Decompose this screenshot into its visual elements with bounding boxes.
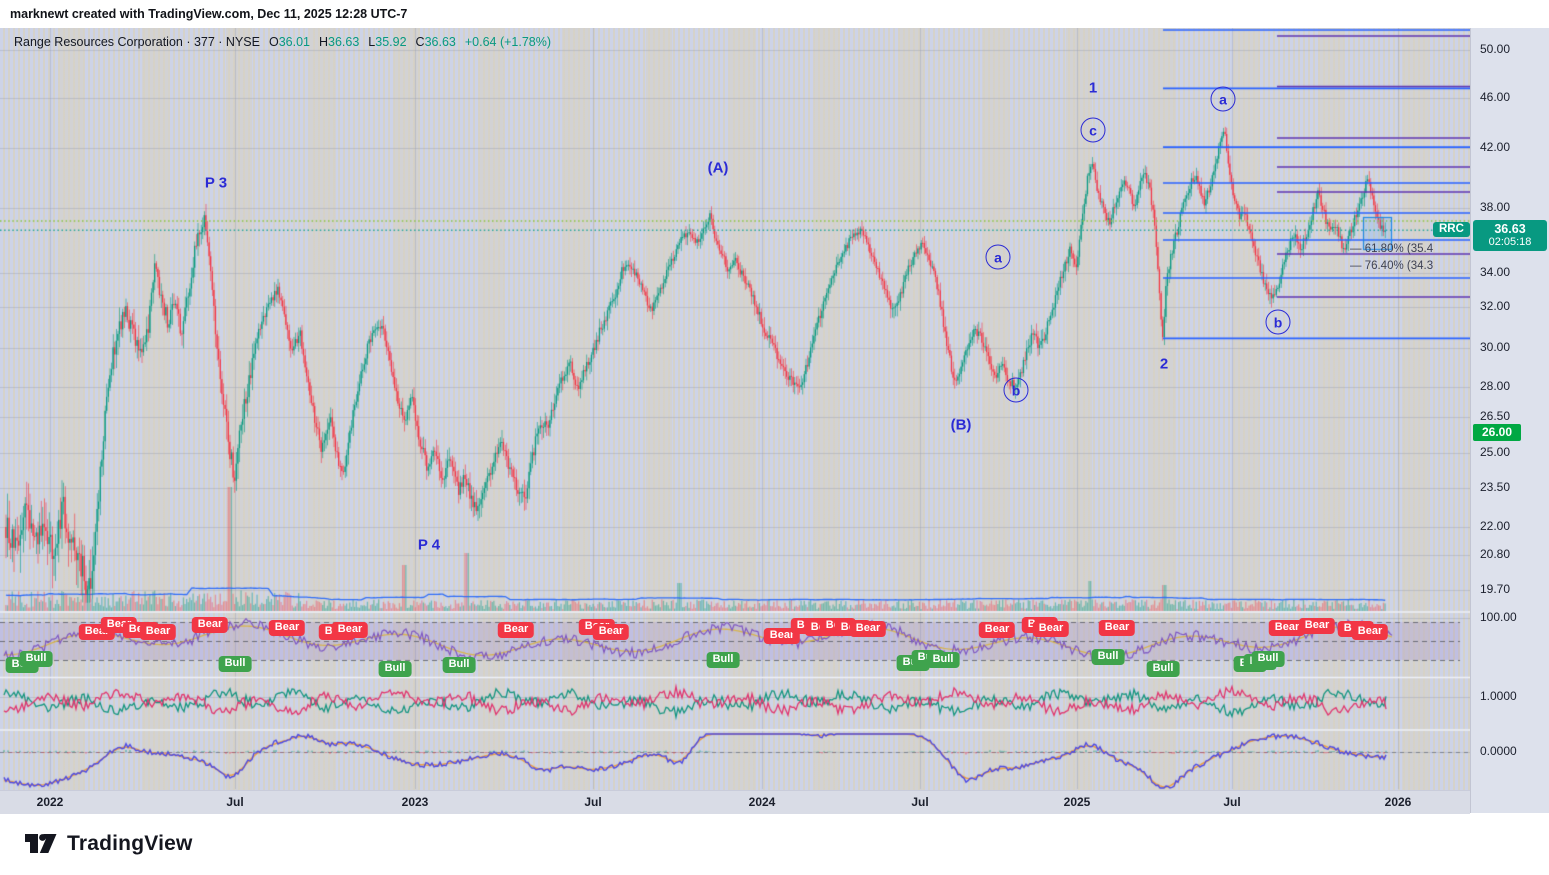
chart-region: Range Resources Corporation · 377 · NYSE… [0, 28, 1470, 790]
time-axis-label: Jul [1223, 795, 1241, 809]
attribution-text: marknewt created with TradingView.com, D… [10, 7, 408, 21]
footer: TradingView [0, 813, 1549, 875]
elliott-wave-label[interactable]: b [1265, 309, 1291, 335]
time-axis[interactable]: 2022 Jul 2023 Jul 2024 Jul 2025 Jul 2026 [0, 790, 1470, 814]
elliott-wave-label[interactable]: a [985, 244, 1011, 270]
time-axis-label: Jul [584, 795, 602, 809]
elliott-wave-label[interactable]: c [1080, 117, 1106, 143]
bull-signal-badge: Bull [1146, 661, 1180, 677]
ohlc-high: H36.63 [318, 35, 360, 49]
elliott-wave-label[interactable]: 1 [1088, 79, 1098, 97]
time-axis-label: 2023 [401, 795, 429, 809]
bear-signal-badge: Bear [592, 624, 630, 640]
current-price-value: 36.63 [1494, 222, 1526, 236]
attribution-bar: marknewt created with TradingView.com, D… [0, 0, 1549, 28]
price-change: +0.64 (+1.78%) [464, 35, 552, 49]
elliott-wave-label[interactable]: 2 [1159, 355, 1169, 373]
candlestick-chart-canvas[interactable] [0, 28, 1470, 790]
alert-level-badge[interactable]: 26.00 [1473, 424, 1521, 441]
bear-signal-badge: Bear [1268, 620, 1306, 636]
bear-signal-badge: Bear [1032, 621, 1070, 637]
price-axis[interactable]: 50.00 46.00 42.00 38.00 34.00 32.00 30.00 28.00… [1470, 28, 1549, 813]
bear-signal-badge: Bear [1351, 624, 1389, 640]
price-axis-label: 100.00 [1480, 610, 1517, 624]
time-axis-label: 2022 [36, 795, 64, 809]
elliott-wave-label[interactable]: P 3 [204, 174, 228, 192]
price-axis-label: 23.50 [1480, 480, 1511, 494]
bull-signal-badge: Bull [706, 652, 740, 668]
price-axis-label: 50.00 [1480, 42, 1511, 56]
time-axis-label: 2024 [748, 795, 776, 809]
bear-signal-badge: Bear [191, 617, 229, 633]
time-axis-label: 2026 [1384, 795, 1412, 809]
bull-signal-badge: Bull [1091, 649, 1125, 665]
bear-signal-badge: Bear [331, 622, 369, 638]
fib-retracement-label[interactable]: — 76.40% (34.3 [1350, 260, 1434, 272]
price-axis-label: 19.70 [1480, 582, 1511, 596]
bull-signal-badge: Bull [1251, 651, 1285, 667]
bull-signal-badge: Bull [19, 651, 53, 667]
bull-signal-badge: Bull [442, 657, 476, 673]
current-price-badge: 36.63 02:05:18 [1473, 220, 1547, 251]
ohlc-low: L35.92 [368, 35, 407, 49]
bar-countdown: 02:05:18 [1488, 236, 1532, 248]
time-axis-label: Jul [911, 795, 929, 809]
price-axis-label: 46.00 [1480, 90, 1511, 104]
bear-signal-badge: Bear [139, 624, 177, 640]
price-axis-label: 38.00 [1480, 200, 1511, 214]
time-axis-label: Jul [226, 795, 244, 809]
price-axis-label: 20.80 [1480, 547, 1511, 561]
price-axis-label: 25.00 [1480, 445, 1511, 459]
bull-signal-badge: Bull [218, 656, 252, 672]
bull-signal-badge: Bull [926, 652, 960, 668]
price-axis-label: 22.00 [1480, 519, 1511, 533]
bear-signal-badge: Bear [497, 622, 535, 638]
tradingview-logo-icon [25, 834, 57, 853]
ohlc-close: C36.63 [415, 35, 456, 49]
bull-signal-badge: Bull [378, 661, 412, 677]
elliott-wave-label[interactable]: (A) [707, 159, 729, 177]
price-line-symbol-tag: RRC [1433, 222, 1470, 237]
elliott-wave-label[interactable]: b [1003, 377, 1029, 403]
bear-signal-badge: Bear [1298, 618, 1336, 634]
ohlc-open: O36.01 [268, 35, 310, 49]
bear-signal-badge: Bear [268, 620, 306, 636]
symbol-header[interactable]: Range Resources Corporation · 377 · NYSE… [14, 35, 551, 49]
fib-retracement-label[interactable]: — 61.80% (35.4 [1350, 243, 1434, 255]
tradingview-logo[interactable]: TradingView [24, 831, 193, 857]
price-axis-label: 34.00 [1480, 265, 1511, 279]
bear-signal-badge: Bear [978, 622, 1016, 638]
price-axis-label: 0.0000 [1480, 744, 1517, 758]
elliott-wave-label[interactable]: P 4 [417, 536, 441, 554]
elliott-wave-label[interactable]: (B) [950, 416, 972, 434]
elliott-wave-label[interactable]: a [1210, 86, 1236, 112]
bear-signal-badge: Bear [1098, 620, 1136, 636]
price-axis-label: 26.50 [1480, 409, 1511, 423]
price-axis-label: 32.00 [1480, 299, 1511, 313]
price-axis-label: 30.00 [1480, 340, 1511, 354]
symbol-title[interactable]: Range Resources Corporation · 377 · NYSE [14, 35, 260, 49]
price-axis-label: 28.00 [1480, 379, 1511, 393]
bear-signal-badge: Bear [849, 621, 887, 637]
price-axis-label: 1.0000 [1480, 689, 1517, 703]
time-axis-label: 2025 [1063, 795, 1091, 809]
tradingview-logo-text: TradingView [67, 832, 193, 855]
price-axis-label: 42.00 [1480, 140, 1511, 154]
